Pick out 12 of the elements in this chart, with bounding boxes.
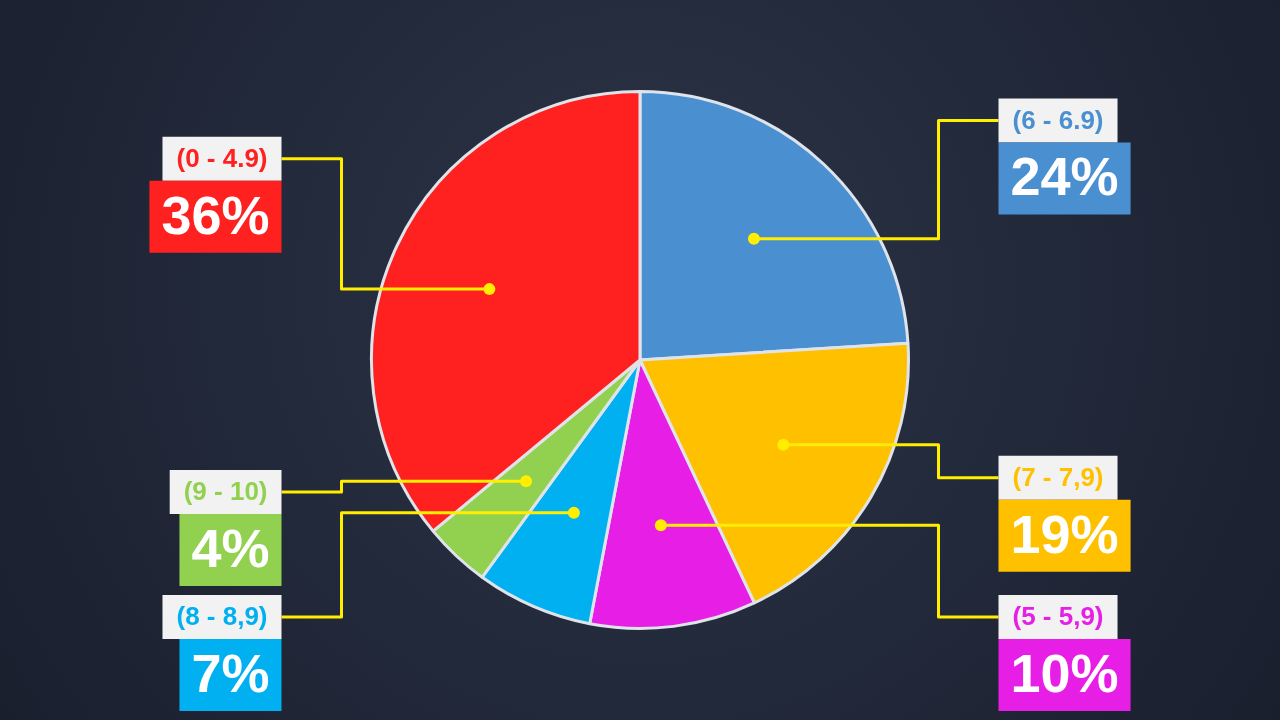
data-label: 7% [191,642,270,703]
slice-label: (9 - 10) [183,476,268,507]
data-label: 36% [161,184,270,245]
slice-label: (0 - 4.9) [176,143,268,174]
data-label: 24% [1010,146,1119,207]
slice-label: (7 - 7,9) [1012,461,1104,492]
data-label: 19% [1010,503,1119,564]
slice-label: (5 - 5,9) [1012,601,1104,632]
slice-label: (6 - 6.9) [1012,104,1104,135]
data-label: 4% [191,517,270,578]
slice-label: (8 - 8,9) [176,601,268,632]
data-label: 10% [1010,642,1119,703]
